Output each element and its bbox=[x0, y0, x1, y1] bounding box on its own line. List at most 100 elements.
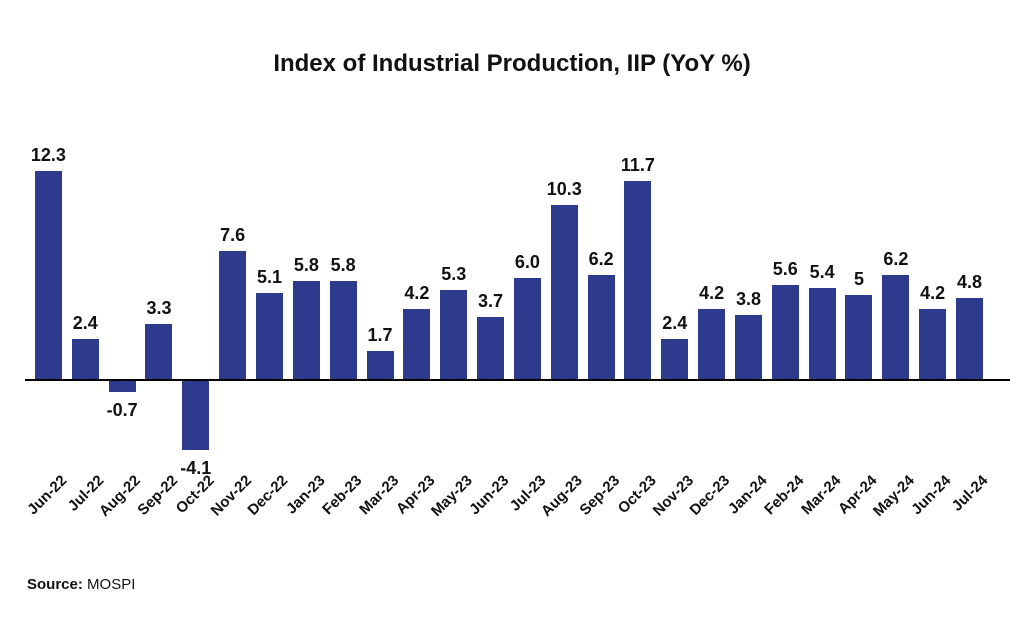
bar-value-label: 12.3 bbox=[30, 144, 66, 165]
bar-slot: 5.8 bbox=[325, 140, 362, 460]
bar-value-label: 3.7 bbox=[478, 291, 504, 312]
bar-value-label: 6.0 bbox=[514, 252, 540, 272]
x-axis-label-slot: Sep-23 bbox=[576, 462, 623, 567]
plot-area: 12.3 2.4 -0.7 3.3 -4.1 7.6 5.1 5.8 5.8 1.7 4.2 5.3 3… bbox=[30, 140, 988, 478]
x-axis-label: Mar-23 bbox=[355, 472, 403, 519]
x-axis-label-slot: May-23 bbox=[428, 462, 476, 567]
bar bbox=[71, 339, 99, 380]
x-axis-label-slot: May-24 bbox=[870, 462, 918, 567]
bar-value-label: 5.1 bbox=[256, 267, 282, 288]
x-axis-label: May-24 bbox=[869, 472, 918, 520]
bar-value-label: 2.4 bbox=[662, 313, 688, 334]
source-note: Source: MOSPI bbox=[27, 576, 135, 593]
bar bbox=[661, 339, 689, 380]
x-axis-label: Mar-24 bbox=[797, 472, 845, 519]
bar bbox=[624, 181, 652, 380]
bar bbox=[845, 295, 873, 380]
bar bbox=[919, 308, 947, 380]
bar-slot: 4.2 bbox=[398, 140, 435, 460]
bar-slot: 10.3 bbox=[546, 140, 583, 460]
bar-value-label: 5.8 bbox=[330, 255, 356, 276]
x-axis-label: Nov-22 bbox=[207, 472, 255, 520]
bar-value-label: 5.8 bbox=[293, 255, 319, 276]
bar-slot: 2.4 bbox=[67, 140, 104, 460]
bar bbox=[698, 308, 726, 380]
bar bbox=[882, 274, 910, 380]
x-axis-label-slot: Dec-22 bbox=[245, 462, 292, 567]
bar-slot: 5.4 bbox=[804, 140, 841, 460]
x-axis-label-slot: Mar-24 bbox=[798, 462, 844, 567]
bar bbox=[808, 288, 836, 380]
x-axis-line bbox=[25, 379, 1010, 381]
bar-value-label: 4.2 bbox=[699, 282, 725, 303]
bar-value-label: 4.2 bbox=[404, 282, 430, 303]
x-axis-label-slot: Sep-22 bbox=[134, 462, 181, 567]
bar-value-label: -0.7 bbox=[106, 399, 138, 420]
x-axis-label-slot: Oct-22 bbox=[173, 462, 218, 567]
x-axis-label-slot: Nov-23 bbox=[649, 462, 696, 567]
x-axis-label: Jul-24 bbox=[948, 472, 992, 515]
x-axis-label-slot: Jul-24 bbox=[949, 462, 992, 567]
bar-slot: 5.3 bbox=[435, 140, 472, 460]
source-value: MOSPI bbox=[87, 576, 136, 593]
bar bbox=[108, 380, 136, 392]
x-axis-label-slot: Jul-22 bbox=[65, 462, 108, 567]
bar-slot: 4.8 bbox=[951, 140, 988, 460]
bar bbox=[771, 284, 799, 380]
bar-slot: 11.7 bbox=[620, 140, 657, 460]
x-axis-label-slot: Jul-23 bbox=[507, 462, 550, 567]
bar bbox=[734, 315, 762, 380]
bar bbox=[182, 380, 210, 450]
bar-slot: -0.7 bbox=[104, 140, 141, 460]
bar-value-label: 5.6 bbox=[772, 258, 798, 279]
x-axis-label: Sep-23 bbox=[576, 472, 624, 519]
x-axis-label-slot: Jun-23 bbox=[466, 462, 512, 567]
bar-value-label: 4.8 bbox=[957, 272, 983, 293]
bar-value-label: 7.6 bbox=[220, 224, 246, 245]
bar bbox=[440, 289, 468, 380]
x-axis-label: Feb-24 bbox=[761, 472, 808, 519]
x-axis-label: Nov-23 bbox=[649, 472, 697, 520]
chart-title: Index of Industrial Production, IIP (YoY… bbox=[273, 50, 751, 77]
bar-value-label: 2.4 bbox=[72, 313, 98, 334]
bar-slot: 2.4 bbox=[656, 140, 693, 460]
bar-slot: 4.2 bbox=[914, 140, 951, 460]
bar-slot: 6.2 bbox=[877, 140, 914, 460]
bar bbox=[219, 250, 247, 380]
x-axis-label: May-23 bbox=[427, 472, 476, 520]
bar-slot: 7.6 bbox=[214, 140, 251, 460]
bar-slot: 6.2 bbox=[583, 140, 620, 460]
x-axis-label: Dec-23 bbox=[686, 472, 734, 519]
x-axis-label-slot: Jan-24 bbox=[725, 462, 771, 567]
bar bbox=[255, 293, 283, 380]
bar-slot: 3.8 bbox=[730, 140, 767, 460]
x-axis-label-slot: Aug-22 bbox=[96, 462, 144, 567]
x-axis-label: Feb-23 bbox=[318, 472, 366, 519]
bar-slot: 3.3 bbox=[141, 140, 178, 460]
bar-slot: 5.1 bbox=[251, 140, 288, 460]
bar-slot: -4.1 bbox=[177, 140, 214, 478]
bar bbox=[292, 281, 320, 380]
bar bbox=[145, 323, 173, 380]
x-axis-label-slot: Jan-23 bbox=[283, 462, 329, 567]
bar bbox=[329, 281, 357, 380]
bar-value-label: 11.7 bbox=[620, 155, 655, 176]
x-axis-label-slot: Mar-23 bbox=[356, 462, 402, 567]
bar-value-label: 1.7 bbox=[367, 325, 393, 346]
bar-slot: 5.8 bbox=[288, 140, 325, 460]
bar bbox=[403, 308, 431, 380]
bar-value-label: -4.1 bbox=[180, 457, 212, 478]
bar bbox=[587, 274, 615, 380]
x-axis-label: Jun-24 bbox=[908, 472, 955, 519]
x-axis-label: Aug-22 bbox=[96, 472, 145, 520]
bar-value-label: 4.2 bbox=[920, 282, 946, 303]
x-axis-labels: Jun-22 Jul-22 Aug-22 Sep-22 Oct-22 Nov-22 Dec-… bbox=[24, 462, 992, 567]
bar-value-label: 5.4 bbox=[809, 262, 835, 283]
x-axis-label-slot: Apr-24 bbox=[835, 462, 881, 567]
bar-value-label: 3.3 bbox=[146, 297, 172, 318]
bar-value-label: 10.3 bbox=[546, 178, 582, 199]
x-axis-label: Jun-22 bbox=[24, 472, 71, 519]
bar bbox=[366, 351, 394, 380]
bar-value-label: 3.8 bbox=[735, 289, 761, 310]
x-axis-label: Dec-22 bbox=[244, 472, 292, 519]
